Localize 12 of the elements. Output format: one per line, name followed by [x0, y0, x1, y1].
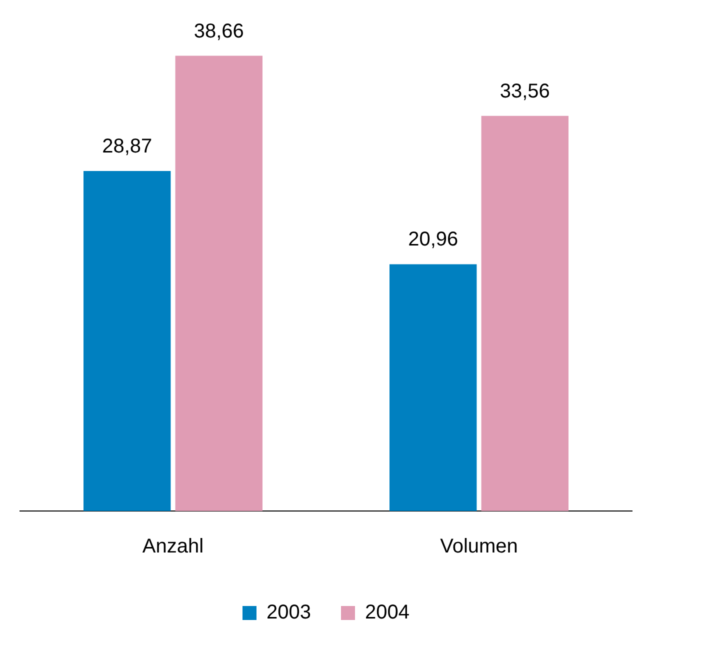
x-tick-label: Anzahl: [142, 536, 204, 558]
bar: [481, 116, 569, 511]
x-tick-label: Volumen: [440, 536, 518, 558]
bar: [83, 171, 171, 511]
legend-label: 2003: [266, 602, 312, 624]
data-label: 38,66: [194, 20, 244, 42]
data-label: 33,56: [500, 80, 550, 102]
bar: [389, 264, 477, 511]
bar: [175, 56, 263, 511]
data-label: 20,96: [408, 228, 458, 251]
data-label: 28,87: [102, 136, 152, 158]
legend-label: 2004: [365, 602, 410, 624]
